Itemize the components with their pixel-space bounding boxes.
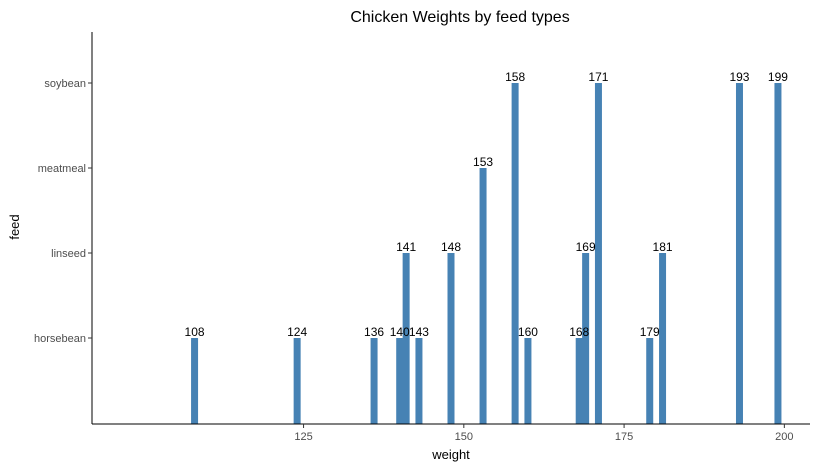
- x-ticks-layer: 125 150 175 200: [294, 424, 794, 443]
- bar-horsebean-136: [370, 338, 378, 424]
- bar-linseed-148: [447, 253, 455, 424]
- bar-label: 169: [576, 240, 596, 254]
- x-tick-label: 200: [775, 431, 793, 443]
- chart-title: Chicken Weights by feed types: [350, 9, 569, 26]
- y-tick-label-soybean: soybean: [44, 78, 86, 90]
- bar-label: 108: [185, 325, 205, 339]
- bar-label: 148: [441, 240, 461, 254]
- x-tick-label: 150: [455, 431, 473, 443]
- bar-horsebean-168: [575, 338, 583, 424]
- y-tick-label-linseed: linseed: [51, 248, 86, 260]
- bar-soybean-158: [511, 83, 519, 424]
- y-tick-label-meatmeal: meatmeal: [38, 163, 86, 175]
- bar-linseed-181: [659, 253, 667, 424]
- x-tick-label: 175: [615, 431, 633, 443]
- y-axis-title: feed: [7, 214, 22, 239]
- bar-soybean-199: [774, 83, 782, 424]
- bar-label: 171: [588, 70, 608, 84]
- bar-soybean-193: [735, 83, 743, 424]
- bar-label: 153: [473, 155, 493, 169]
- bar-horsebean-179: [646, 338, 654, 424]
- bar-soybean-171: [594, 83, 602, 424]
- bar-label: 140: [390, 325, 410, 339]
- bars-layer: [191, 83, 782, 424]
- bar-label: 199: [768, 70, 788, 84]
- bar-horsebean-143: [415, 338, 423, 424]
- bar-linseed-169: [582, 253, 590, 424]
- bar-label: 181: [653, 240, 673, 254]
- bar-label: 179: [640, 325, 660, 339]
- y-ticks-layer: horsebean linseed meatmeal soybean: [34, 78, 92, 345]
- bar-label: 158: [505, 70, 525, 84]
- bar-horsebean-108: [191, 338, 199, 424]
- bar-labels-layer: 108 124 136 140 143 160 168 179 141 148 169 181 153 1…: [185, 70, 789, 339]
- bar-linseed-141: [402, 253, 410, 424]
- bar-label: 124: [287, 325, 307, 339]
- bar-label: 168: [569, 325, 589, 339]
- bar-meatmeal-153: [479, 168, 487, 424]
- x-tick-label: 125: [294, 431, 312, 443]
- bar-horsebean-160: [524, 338, 532, 424]
- x-axis-title: weight: [431, 447, 470, 462]
- bar-label: 160: [518, 325, 538, 339]
- bar-label: 141: [396, 240, 416, 254]
- bar-label: 143: [409, 325, 429, 339]
- bar-label: 193: [729, 70, 749, 84]
- bar-label: 136: [364, 325, 384, 339]
- y-tick-label-horsebean: horsebean: [34, 333, 86, 345]
- bar-horsebean-124: [293, 338, 301, 424]
- bar-horsebean-140: [396, 338, 404, 424]
